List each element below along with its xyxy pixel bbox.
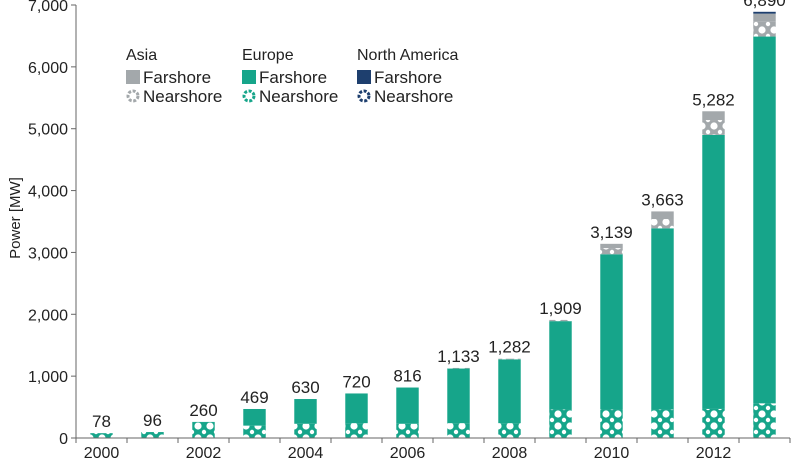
x-tick-label: 2012	[696, 445, 732, 460]
bar-segment-europe-nearshore	[90, 433, 113, 438]
bar-segment-europe-nearshore	[549, 409, 572, 438]
legend-swatch-nearshore	[126, 89, 140, 103]
bar-segment-europe-farshore	[600, 254, 623, 410]
bar-segment-europe-farshore	[753, 36, 776, 404]
y-tick-label: 1,000	[28, 369, 68, 386]
bar-segment-asia-nearshore	[702, 120, 725, 135]
bar-segment-asia-farshore	[753, 13, 776, 22]
legend-group-title: Asia	[126, 47, 157, 64]
x-tick-label: 2008	[492, 445, 528, 460]
bar-segment-asia-nearshore	[549, 319, 572, 322]
bar-total-label: 3,139	[590, 223, 633, 242]
bar-total-label: 96	[143, 411, 162, 430]
bar-segment-europe-farshore	[498, 359, 521, 424]
bar-segment-europe-nearshore	[600, 409, 623, 438]
y-tick-label: 2,000	[28, 307, 68, 324]
bar-segment-europe-nearshore	[651, 409, 674, 438]
bar-segment-europe-nearshore	[753, 403, 776, 438]
y-tick-label: 5,000	[28, 122, 68, 139]
y-tick-label: 3,000	[28, 245, 68, 262]
bar-segment-asia-farshore	[651, 211, 674, 220]
bar-segment-asia-nearshore	[600, 248, 623, 255]
bar-segment-europe-nearshore	[498, 423, 521, 438]
bar-segment-asia-nearshore	[753, 21, 776, 37]
bar-segment-europe-nearshore	[294, 423, 317, 438]
legend-group-title: Europe	[242, 47, 294, 64]
bar-segment-asia-nearshore	[651, 219, 674, 229]
x-tick-label: 2010	[594, 445, 630, 460]
bar-total-label: 5,282	[692, 90, 735, 109]
y-tick-label: 6,000	[28, 60, 68, 77]
y-axis-label: Power [MW]	[7, 177, 24, 259]
bar-segment-north-america-farshore	[753, 11, 776, 14]
legend-item-label: Nearshore	[259, 87, 338, 106]
bar-total-label: 1,282	[488, 338, 531, 357]
bar-total-label: 3,663	[641, 190, 684, 209]
bar-total-label: 630	[291, 378, 319, 397]
bar-segment-europe-farshore	[243, 408, 266, 426]
bar-segment-europe-nearshore	[345, 423, 368, 438]
bar-total-label: 6,890	[743, 0, 786, 10]
x-tick-label: 2004	[288, 445, 324, 460]
legend-group-title: North America	[357, 47, 458, 64]
x-tick-label: 2000	[84, 445, 120, 460]
bar-total-label: 260	[189, 401, 217, 420]
bar-segment-europe-nearshore	[702, 408, 725, 438]
x-tick-label: 2002	[186, 445, 222, 460]
bar-total-label: 720	[342, 372, 370, 391]
bar-segment-europe-farshore	[396, 387, 419, 424]
bar-segment-europe-nearshore	[192, 422, 215, 438]
bar-segment-europe-farshore	[549, 321, 572, 410]
bar-segment-asia-farshore	[702, 111, 725, 121]
legend-item-label: Farshore	[143, 68, 211, 87]
legend-swatch-farshore	[242, 70, 256, 84]
bar-segment-europe-farshore	[702, 134, 725, 409]
bar-total-label: 816	[393, 367, 421, 386]
legend-swatch-farshore	[357, 70, 371, 84]
bar-total-label: 469	[240, 388, 268, 407]
y-tick-label: 0	[59, 431, 68, 448]
bar-segment-europe-farshore	[447, 368, 470, 424]
bar-segment-asia-farshore	[600, 243, 623, 249]
bar-total-label: 1,133	[437, 347, 480, 366]
legend-item-label: Farshore	[259, 68, 327, 87]
bar-segment-europe-nearshore	[447, 423, 470, 438]
bar-segment-asia-nearshore	[447, 367, 470, 369]
x-tick-label: 2006	[390, 445, 426, 460]
legend-item-label: Nearshore	[374, 87, 453, 106]
bar-segment-europe-farshore	[345, 393, 368, 424]
legend-item-label: Farshore	[374, 68, 442, 87]
legend-swatch-nearshore	[242, 89, 256, 103]
bar-segment-europe-nearshore	[396, 423, 419, 438]
bar-segment-europe-farshore	[192, 421, 215, 423]
bar-segment-asia-nearshore	[498, 358, 521, 360]
y-tick-label: 7,000	[28, 0, 68, 15]
bar-total-label: 78	[92, 412, 111, 431]
bar-segment-europe-nearshore	[141, 432, 164, 438]
bar-segment-europe-farshore	[294, 399, 317, 424]
legend-swatch-nearshore	[357, 89, 371, 103]
legend-item-label: Nearshore	[143, 87, 222, 106]
legend-swatch-farshore	[126, 70, 140, 84]
y-tick-label: 4,000	[28, 184, 68, 201]
bar-segment-europe-nearshore	[243, 425, 266, 438]
bar-segment-europe-farshore	[651, 228, 674, 410]
bar-total-label: 1,909	[539, 299, 582, 318]
